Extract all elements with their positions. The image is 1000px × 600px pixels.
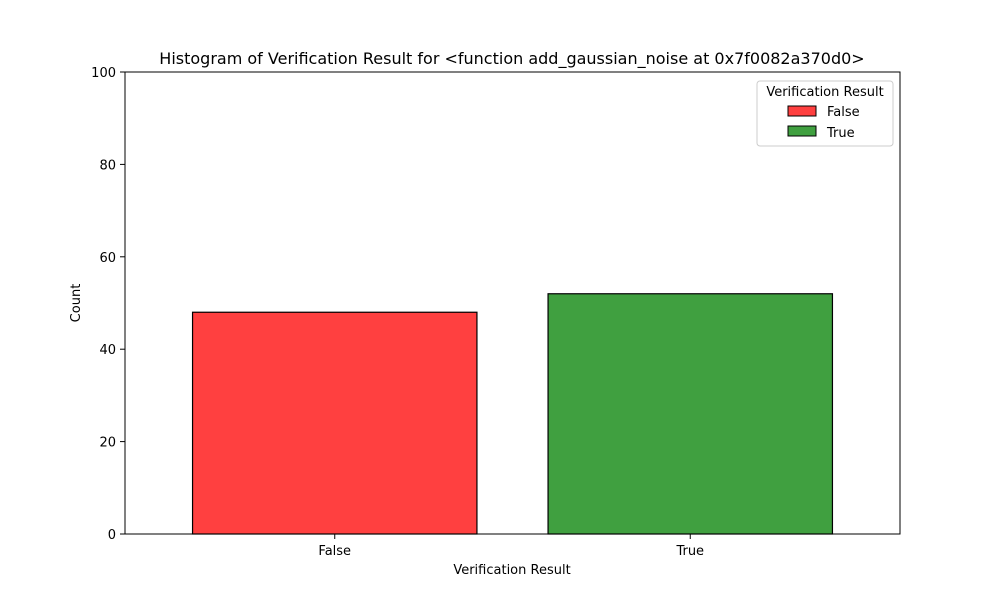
y-axis-label: Count [69, 284, 84, 323]
y-tick-label: 0 [108, 528, 116, 543]
y-axis: 0 20 40 60 80 100 [91, 66, 125, 543]
x-tick-label: False [318, 544, 351, 559]
legend-title: Verification Result [766, 85, 883, 100]
bar-true [547, 293, 834, 535]
x-tick-label: True [675, 544, 704, 559]
x-axis: False True [318, 534, 704, 559]
bar-false [191, 311, 478, 535]
y-tick-label: 40 [99, 343, 116, 358]
x-axis-label: Verification Result [453, 563, 570, 578]
legend-swatch-false [787, 105, 817, 117]
bars-group [191, 293, 834, 535]
y-tick-label: 80 [99, 158, 116, 173]
y-tick-label: 60 [99, 251, 116, 266]
plot-frame [124, 71, 901, 535]
legend-label-true: True [826, 126, 855, 141]
legend: Verification Result False True [756, 80, 894, 147]
y-tick-label: 20 [99, 436, 116, 451]
legend-label-false: False [827, 105, 860, 120]
chart-title: Histogram of Verification Result for <fu… [159, 49, 864, 69]
legend-swatch-true [787, 125, 817, 137]
y-tick-label: 100 [91, 66, 116, 81]
